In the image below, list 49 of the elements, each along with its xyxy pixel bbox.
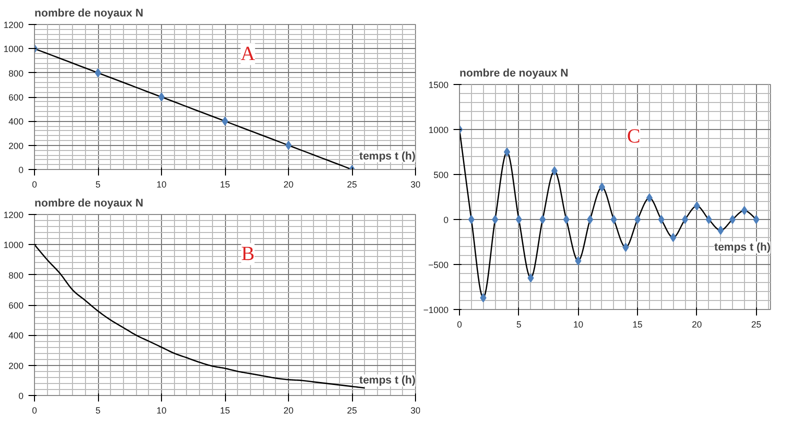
y-tick-label: 200 [8, 360, 24, 371]
y-tick-label: 1500 [428, 80, 449, 90]
x-tick-label: 15 [632, 320, 643, 330]
y-tick-label: −1000 [423, 305, 449, 315]
y-axis-title: nombre de noyaux N [34, 198, 144, 210]
annotation: B [241, 243, 255, 266]
x-tick-label: 25 [346, 406, 358, 416]
x-tick-label: 5 [95, 406, 101, 416]
annotation: C [626, 126, 640, 148]
y-axis-title: nombre de noyaux N [460, 68, 568, 80]
x-axis-title: temps t (h) [359, 150, 416, 162]
y-tick-label: 600 [8, 300, 24, 310]
x-tick-label: 20 [692, 320, 702, 330]
y-tick-label: 800 [8, 68, 24, 78]
x-tick-label: 30 [410, 180, 421, 190]
y-tick-label: 400 [8, 116, 24, 127]
x-tick-label: 30 [410, 406, 421, 416]
y-tick-label: −500 [428, 260, 449, 270]
x-axis-title: temps t (h) [714, 242, 771, 254]
y-tick-label: 1000 [428, 125, 449, 135]
x-tick-label: 5 [95, 180, 101, 190]
x-tick-label: 20 [283, 180, 294, 190]
x-tick-label: 10 [156, 406, 167, 416]
x-tick-label: 0 [32, 180, 38, 190]
y-tick-label: 1000 [3, 240, 24, 250]
x-tick-label: 15 [220, 180, 230, 190]
y-tick-label: 1000 [3, 44, 24, 54]
x-axis-title: temps t (h) [359, 374, 416, 386]
y-tick-label: 500 [433, 170, 449, 180]
y-axis-title: nombre de noyaux N [34, 8, 144, 20]
y-tick-label: 800 [8, 270, 24, 280]
x-tick-label: 5 [516, 320, 522, 330]
x-tick-label: 10 [156, 180, 167, 190]
x-tick-label: 10 [573, 320, 584, 330]
y-tick-label: 600 [8, 92, 24, 102]
y-tick-label: 1200 [3, 210, 24, 220]
y-tick-label: 0 [18, 391, 24, 401]
x-tick-label: 0 [456, 320, 462, 330]
annotation: A [240, 43, 256, 66]
x-tick-label: 25 [346, 180, 358, 190]
x-tick-label: 0 [32, 406, 38, 416]
x-tick-label: 25 [751, 320, 762, 330]
y-tick-label: 0 [443, 215, 449, 225]
y-tick-label: 200 [8, 140, 24, 151]
y-tick-label: 0 [18, 165, 24, 175]
x-tick-label: 20 [283, 406, 294, 416]
y-tick-label: 400 [8, 330, 24, 341]
y-tick-label: 1200 [3, 20, 24, 30]
x-tick-label: 15 [220, 406, 230, 416]
